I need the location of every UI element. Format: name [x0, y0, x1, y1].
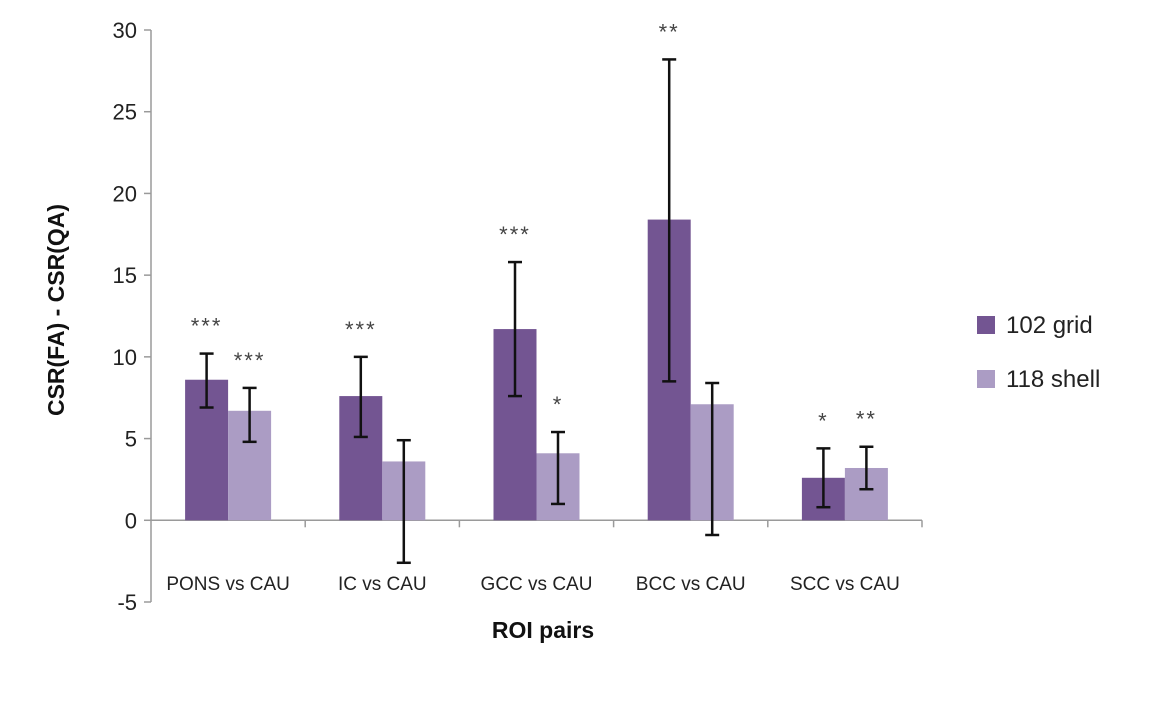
legend: 102 grid 118 shell	[977, 312, 1100, 393]
bars	[185, 219, 888, 521]
legend-swatch	[977, 370, 995, 388]
significance-label: *	[818, 408, 829, 433]
y-tick-label: 20	[113, 181, 137, 206]
category-label: SCC vs CAU	[790, 574, 900, 595]
y-axis-title: CSR(FA) - CSR(QA)	[43, 204, 69, 416]
y-tick-label: -5	[117, 590, 137, 615]
significance-label: ***	[191, 314, 223, 339]
significance-label: *	[553, 392, 564, 417]
y-tick-label: 30	[113, 18, 137, 43]
y-tick-label: 5	[125, 427, 137, 452]
category-label: BCC vs CAU	[636, 574, 746, 595]
y-tick-label: 15	[113, 263, 137, 288]
legend-label: 102 grid	[1006, 312, 1093, 339]
y-tick-label: 0	[125, 508, 137, 533]
legend-swatch	[977, 316, 995, 334]
significance-label: ***	[499, 222, 531, 247]
significance-markers: **************** **	[191, 19, 877, 433]
y-tick-label: 25	[113, 100, 137, 125]
significance-label: ***	[234, 348, 266, 373]
error-bars	[199, 58, 874, 565]
significance-label: **	[856, 407, 877, 432]
category-labels: PONS vs CAU IC vs CAU GCC vs CAU BCC vs CAU…	[166, 574, 899, 595]
axes: 30 25 20 15 10 5 0 -5	[113, 18, 923, 615]
legend-label: 118 shell	[1006, 366, 1100, 393]
category-label: GCC vs CAU	[481, 574, 593, 595]
category-label: IC vs CAU	[338, 574, 427, 595]
significance-label: ***	[345, 317, 377, 342]
category-label: PONS vs CAU	[166, 574, 290, 595]
y-tick-label: 10	[113, 345, 137, 370]
significance-label: **	[659, 19, 680, 44]
x-axis-title: ROI pairs	[492, 617, 594, 643]
